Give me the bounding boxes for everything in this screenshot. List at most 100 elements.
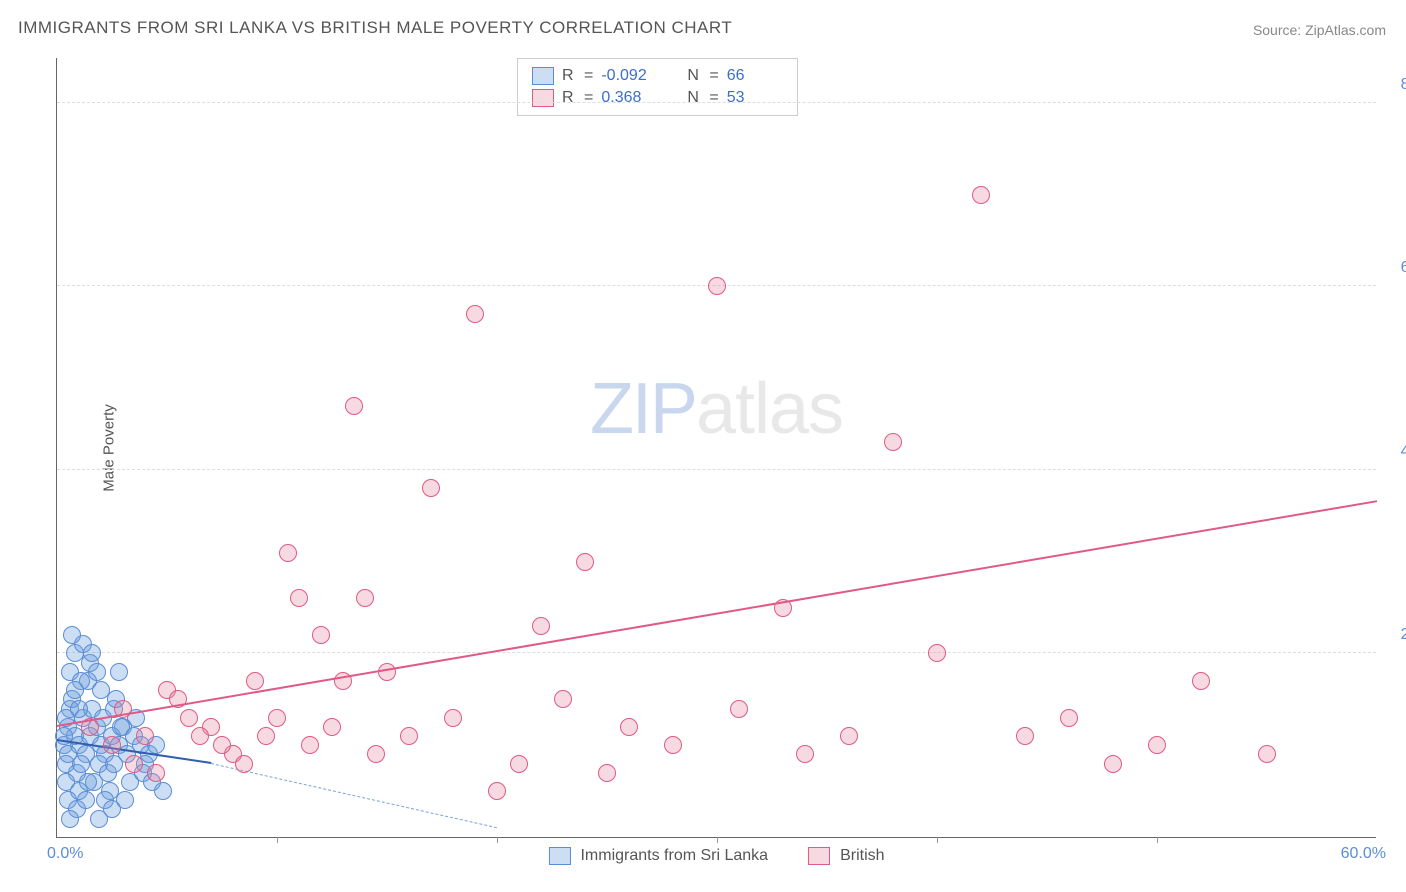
- legend-swatch: [548, 847, 570, 865]
- data-point-british: [345, 397, 363, 415]
- data-point-british: [488, 782, 506, 800]
- data-point-srilanka: [116, 791, 134, 809]
- x-tick-mark: [277, 837, 278, 843]
- data-point-british: [1060, 709, 1078, 727]
- data-point-british: [125, 755, 143, 773]
- legend-label: British: [840, 847, 884, 865]
- data-point-british: [235, 755, 253, 773]
- x-tick-mark: [937, 837, 938, 843]
- equals: =: [709, 67, 718, 85]
- data-point-british: [147, 764, 165, 782]
- data-point-british: [400, 727, 418, 745]
- data-point-british: [422, 479, 440, 497]
- data-point-srilanka: [88, 663, 106, 681]
- data-point-british: [708, 277, 726, 295]
- data-point-srilanka: [63, 626, 81, 644]
- data-point-srilanka: [59, 745, 77, 763]
- legend-row-british: R = 0.368 N = 53: [532, 87, 783, 109]
- source-prefix: Source:: [1253, 22, 1305, 38]
- data-point-british: [972, 186, 990, 204]
- data-point-british: [268, 709, 286, 727]
- gridline: [57, 102, 1376, 103]
- data-point-srilanka: [77, 791, 95, 809]
- gridline: [57, 469, 1376, 470]
- data-point-british: [103, 736, 121, 754]
- correlation-legend: R = -0.092 N = 66 R = 0.368 N = 53: [517, 58, 798, 116]
- r-value: -0.092: [601, 67, 657, 85]
- data-point-british: [290, 589, 308, 607]
- data-point-british: [191, 727, 209, 745]
- data-point-british: [444, 709, 462, 727]
- scatter-plot: Male Poverty ZIPatlas 0.0% 60.0% R=-0.09…: [56, 58, 1376, 838]
- watermark: ZIPatlas: [590, 368, 843, 450]
- data-point-british: [598, 764, 616, 782]
- legend-item-srilanka: Immigrants from Sri Lanka: [548, 847, 768, 865]
- data-point-british: [301, 736, 319, 754]
- data-point-srilanka: [66, 681, 84, 699]
- data-point-british: [136, 727, 154, 745]
- data-point-british: [323, 718, 341, 736]
- data-point-british: [246, 672, 264, 690]
- series-legend: Immigrants from Sri Lanka British: [548, 847, 884, 865]
- watermark-atlas: atlas: [696, 369, 843, 449]
- data-point-british: [730, 700, 748, 718]
- data-point-british: [554, 690, 572, 708]
- y-axis-label: Male Poverty: [100, 404, 117, 492]
- data-point-british: [1104, 755, 1122, 773]
- data-point-srilanka: [83, 644, 101, 662]
- n-value: 66: [727, 67, 783, 85]
- r-value: 0.368: [601, 89, 657, 107]
- equals: =: [584, 67, 593, 85]
- data-point-british: [576, 553, 594, 571]
- x-tick-mark: [497, 837, 498, 843]
- data-point-british: [620, 718, 638, 736]
- data-point-british: [356, 589, 374, 607]
- watermark-zip: ZIP: [590, 369, 696, 449]
- r-label: R: [562, 67, 576, 85]
- source-attribution: Source: ZipAtlas.com: [1253, 22, 1386, 38]
- legend-swatch: [532, 89, 554, 107]
- data-point-british: [796, 745, 814, 763]
- gridline: [57, 652, 1376, 653]
- legend-label: Immigrants from Sri Lanka: [580, 847, 768, 865]
- y-tick-label: 60.0%: [1386, 259, 1406, 277]
- r-label: R: [562, 89, 576, 107]
- n-label: N: [687, 89, 701, 107]
- data-point-srilanka: [79, 773, 97, 791]
- x-tick-origin: 0.0%: [47, 845, 83, 863]
- x-tick-max: 60.0%: [1341, 845, 1386, 863]
- data-point-british: [466, 305, 484, 323]
- equals: =: [709, 89, 718, 107]
- data-point-british: [213, 736, 231, 754]
- y-tick-label: 40.0%: [1386, 443, 1406, 461]
- y-tick-label: 80.0%: [1386, 76, 1406, 94]
- data-point-srilanka: [110, 663, 128, 681]
- data-point-srilanka: [61, 810, 79, 828]
- x-tick-mark: [1157, 837, 1158, 843]
- data-point-british: [367, 745, 385, 763]
- data-point-british: [257, 727, 275, 745]
- data-point-british: [279, 544, 297, 562]
- data-point-british: [840, 727, 858, 745]
- data-point-british: [928, 644, 946, 662]
- data-point-british: [312, 626, 330, 644]
- legend-swatch: [532, 67, 554, 85]
- data-point-british: [1192, 672, 1210, 690]
- n-value: 53: [727, 89, 783, 107]
- equals: =: [584, 89, 593, 107]
- data-point-british: [510, 755, 528, 773]
- data-point-british: [532, 617, 550, 635]
- legend-row-srilanka: R = -0.092 N = 66: [532, 65, 783, 87]
- data-point-british: [1016, 727, 1034, 745]
- n-label: N: [687, 67, 701, 85]
- data-point-british: [884, 433, 902, 451]
- x-tick-mark: [717, 837, 718, 843]
- legend-swatch: [808, 847, 830, 865]
- source-name: ZipAtlas.com: [1305, 22, 1386, 38]
- data-point-british: [664, 736, 682, 754]
- data-point-srilanka: [70, 700, 88, 718]
- data-point-british: [1148, 736, 1166, 754]
- data-point-british: [180, 709, 198, 727]
- trend-line: [57, 500, 1377, 727]
- chart-title: IMMIGRANTS FROM SRI LANKA VS BRITISH MAL…: [18, 18, 732, 38]
